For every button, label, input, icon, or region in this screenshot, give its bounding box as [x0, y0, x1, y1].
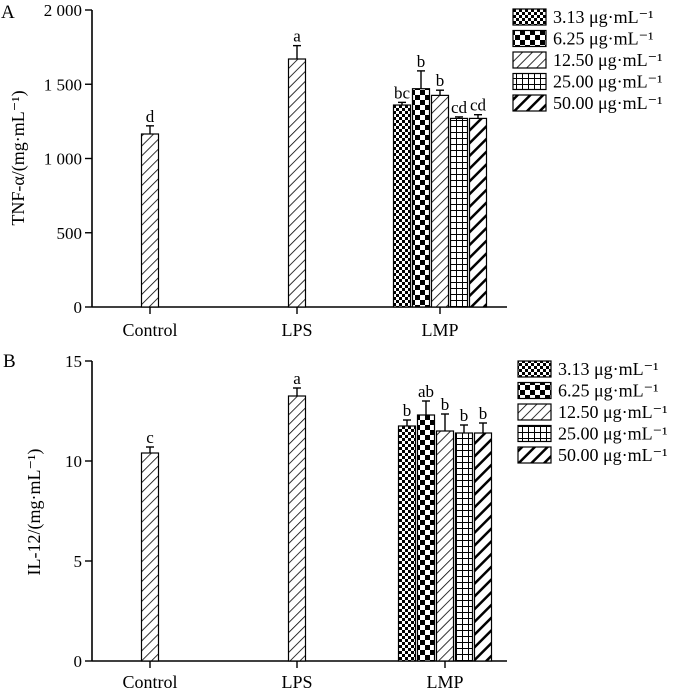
- x-category-label: LPS: [281, 672, 312, 692]
- y-tick-label: 0: [74, 298, 83, 317]
- bar-lps-1: [287, 395, 307, 662]
- legend-label: 25.00 μg·mL⁻¹: [558, 424, 668, 444]
- x-category-label: LMP: [426, 672, 463, 692]
- panel-a: A TNF-α/(mg·mL⁻¹) 0 500 1 000 1 500 2 000 Con…: [1, 1, 663, 340]
- legend-swatch: [517, 381, 552, 400]
- legend-label: 50.00 μg·mL⁻¹: [558, 445, 668, 465]
- legend-label: 3.13 μg·mL⁻¹: [558, 359, 659, 379]
- panel-b-y-axis-label: IL-12/(mg·mL⁻¹): [24, 449, 45, 576]
- panel-a-axes: 0 500 1 000 1 500 2 000 Control LPS LMP: [44, 1, 507, 340]
- significance-label: d: [146, 107, 155, 126]
- panel-a-legend: 3.13 μg·mL⁻¹6.25 μg·mL⁻¹12.50 μg·mL⁻¹25.…: [512, 7, 663, 113]
- legend-label: 12.50 μg·mL⁻¹: [558, 402, 668, 422]
- legend-label: 3.13 μg·mL⁻¹: [553, 7, 654, 27]
- bar-lmp-2: [416, 414, 436, 662]
- bar-lmp-4: [449, 117, 469, 308]
- x-category-label: LMP: [421, 320, 458, 340]
- x-category-label: Control: [122, 320, 177, 340]
- significance-label: b: [441, 395, 450, 414]
- legend-label: 6.25 μg·mL⁻¹: [558, 381, 659, 401]
- significance-label: bc: [394, 83, 411, 102]
- significance-label: b: [460, 406, 469, 425]
- bar-lmp-2: [411, 88, 431, 308]
- legend-swatch: [517, 446, 552, 464]
- significance-label: a: [293, 369, 301, 388]
- y-tick-label: 500: [57, 224, 83, 243]
- panel-a-y-axis-label: TNF-α/(mg·mL⁻¹): [8, 90, 29, 225]
- panel-b: B IL-12/(mg·mL⁻¹) 0 5 10 15 Control LPS LMP c a…: [3, 351, 668, 692]
- legend-label: 12.50 μg·mL⁻¹: [553, 50, 663, 70]
- legend-swatch: [512, 8, 547, 26]
- bar-lmp-5: [473, 432, 493, 662]
- significance-label: b: [436, 71, 445, 90]
- y-tick-label: 2 000: [44, 1, 82, 20]
- significance-label: a: [293, 27, 301, 46]
- significance-label: b: [479, 404, 488, 423]
- bar-lmp-1: [392, 104, 412, 308]
- significance-label: b: [417, 52, 426, 71]
- legend-label: 50.00 μg·mL⁻¹: [553, 93, 663, 113]
- bar-control-1: [140, 133, 160, 308]
- y-tick-label: 0: [74, 652, 83, 671]
- significance-label: cd: [470, 96, 487, 115]
- y-tick-label: 5: [74, 552, 83, 571]
- legend-swatch: [512, 72, 547, 91]
- legend-swatch: [512, 94, 547, 112]
- bar-control-1: [140, 452, 160, 662]
- x-category-label: Control: [122, 672, 177, 692]
- legend-swatch: [512, 29, 547, 48]
- bar-lmp-3: [435, 430, 455, 662]
- panel-b-legend: 3.13 μg·mL⁻¹6.25 μg·mL⁻¹12.50 μg·mL⁻¹25.…: [517, 359, 668, 465]
- significance-label: c: [146, 428, 154, 447]
- y-tick-label: 1 500: [44, 75, 82, 94]
- bar-lmp-4: [454, 432, 474, 662]
- legend-swatch: [517, 360, 552, 378]
- legend-swatch: [517, 424, 552, 443]
- y-tick-label: 15: [65, 352, 82, 371]
- significance-label: cd: [451, 98, 468, 117]
- bar-lmp-3: [430, 94, 450, 308]
- legend-swatch: [512, 51, 547, 69]
- significance-label: ab: [418, 382, 434, 401]
- y-tick-label: 1 000: [44, 150, 82, 169]
- legend-label: 25.00 μg·mL⁻¹: [553, 72, 663, 92]
- panel-a-letter: A: [1, 2, 15, 23]
- bar-lmp-1: [397, 425, 417, 662]
- bar-lmp-5: [468, 117, 488, 308]
- significance-label: b: [403, 401, 412, 420]
- x-category-label: LPS: [281, 320, 312, 340]
- y-tick-label: 10: [65, 452, 82, 471]
- panel-b-letter: B: [3, 351, 16, 372]
- bar-lps-1: [287, 58, 307, 308]
- legend-label: 6.25 μg·mL⁻¹: [553, 29, 654, 49]
- legend-swatch: [517, 403, 552, 421]
